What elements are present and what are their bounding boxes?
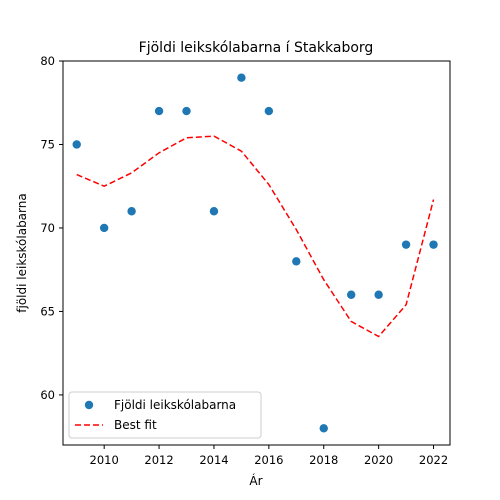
legend-label-fit: Best fit (114, 418, 157, 432)
y-tick-label: 65 (40, 304, 55, 318)
legend-marker-scatter (84, 400, 94, 410)
data-point (99, 223, 109, 233)
x-tick-label: 2014 (199, 453, 228, 467)
y-axis: 60 65 70 75 80 (40, 54, 63, 402)
x-axis-label: Ár (249, 473, 262, 488)
data-point (209, 207, 219, 216)
data-point (346, 290, 356, 299)
x-tick-label: 2012 (144, 453, 173, 467)
data-point (401, 240, 411, 249)
data-point (182, 106, 191, 116)
data-point (264, 106, 274, 116)
data-point (374, 290, 383, 299)
plot-area (72, 73, 438, 433)
x-tick-label: 2022 (419, 453, 448, 467)
plot-frame (62, 60, 451, 446)
y-tick-label: 75 (40, 137, 55, 151)
data-point (127, 207, 136, 216)
x-axis: 2010 2012 2014 2016 2018 2020 2022 (90, 445, 448, 467)
y-tick-label: 70 (40, 221, 55, 235)
x-tick-label: 2018 (309, 453, 338, 467)
legend: Fjöldi leikskólabarna Best fit (68, 391, 262, 439)
x-tick-label: 2020 (364, 453, 393, 467)
y-tick-label: 60 (40, 388, 55, 402)
data-point (237, 73, 246, 82)
data-point (319, 424, 328, 433)
x-tick-label: 2016 (254, 453, 283, 467)
data-point (72, 140, 81, 149)
y-tick-label: 80 (40, 54, 55, 68)
best-fit-line (76, 135, 435, 338)
y-axis-label: fjöldi leikskólabarna (15, 193, 29, 312)
data-point (154, 106, 164, 116)
legend-label-scatter: Fjöldi leikskólabarna (114, 398, 236, 412)
data-point (429, 240, 438, 249)
legend-box (68, 391, 262, 439)
x-tick-label: 2010 (90, 453, 119, 467)
chart-title: Fjöldi leikskólabarna í Stakkaborg (139, 40, 374, 56)
data-point (292, 257, 301, 266)
